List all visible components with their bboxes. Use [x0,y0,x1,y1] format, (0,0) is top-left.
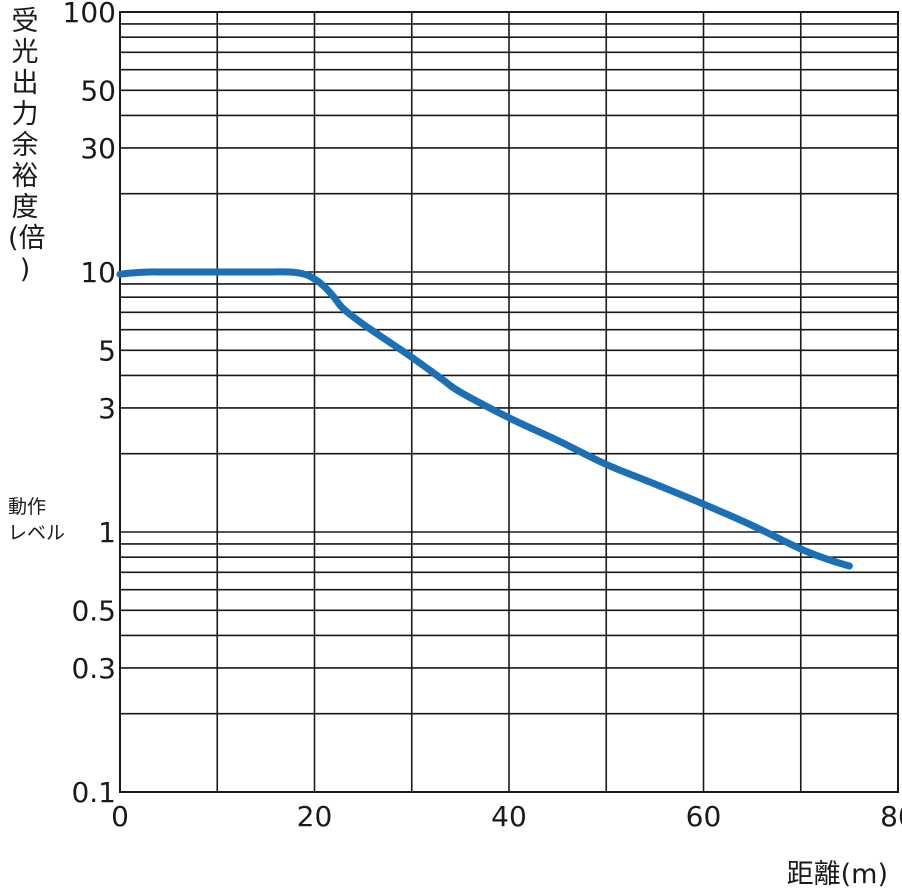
y-tick-label: 1 [98,516,116,549]
y-axis-label-char: ) [19,254,31,285]
y-tick-label: 50 [80,74,116,107]
y-tick-label: 0.5 [71,594,116,627]
y-axis-label-char: 裕 [11,161,39,192]
y-axis-label-char: 光 [11,37,39,68]
y-axis-label-char: 力 [11,99,39,130]
y-axis-label: 受光出力余裕度 (倍) [8,6,46,285]
y-axis-label-char: 出 [11,68,39,99]
y-tick-label: 0.1 [71,776,116,809]
x-tick-label: 80 [880,800,902,833]
y-axis-label-char: 度 [11,192,39,223]
y-axis-label-char: 受 [11,6,39,37]
y-tick-label: 5 [98,334,116,367]
x-tick-label: 0 [111,800,129,833]
plot-area [116,268,853,570]
x-tick-labels: 0 20 40 60 80 [111,800,902,833]
operating-level-label-line2: レベル [8,522,66,544]
y-tick-label: 0.3 [71,652,116,685]
x-tick-label: 60 [686,800,722,833]
y-tick-label: 30 [80,132,116,165]
operating-level-label-line1: 動作 [8,496,47,518]
y-axis-label-char: 余 [11,130,39,161]
y-tick-label: 100 [63,0,116,29]
y-tick-label: 10 [80,256,116,289]
grid [119,11,899,793]
x-axis-label: 距離(m) [786,859,888,890]
x-tick-label: 40 [491,800,527,833]
operating-level-label: 動作 レベル [8,494,65,546]
plot-frame [119,11,899,793]
y-tick-label: 3 [98,392,116,425]
series-line-0 [116,268,853,570]
x-tick-label: 20 [297,800,333,833]
y-tick-labels: 100 50 30 10 5 3 1 0.5 0.3 0.1 [63,0,116,809]
y-axis-label-char: (倍 [8,223,46,254]
